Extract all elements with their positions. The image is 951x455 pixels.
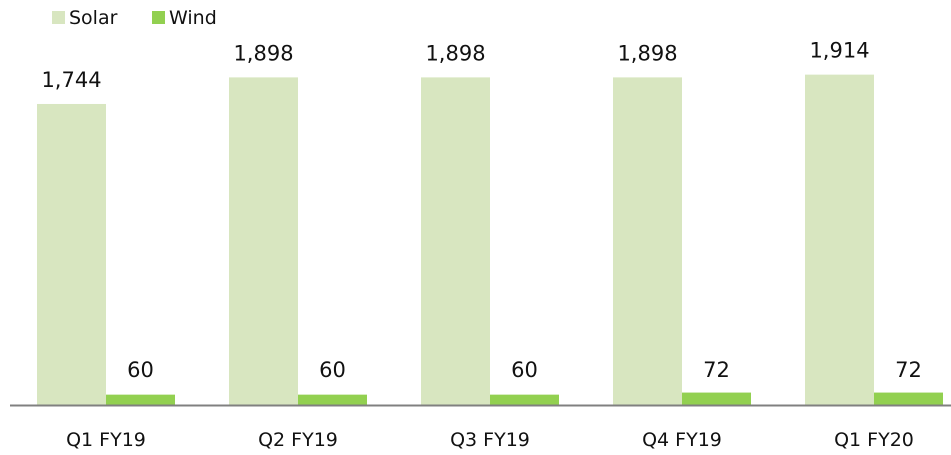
legend: Solar Wind <box>52 7 217 29</box>
legend-swatch-solar <box>52 11 65 24</box>
bar-solar-4 <box>805 74 874 405</box>
data-label-wind-3: 72 <box>703 358 730 382</box>
data-labels: 1,744 60 1,898 60 1,898 60 1,898 72 1,914 72 <box>41 39 921 382</box>
bar-wind-4 <box>874 392 943 405</box>
x-tick-label-1: Q2 FY19 <box>258 429 338 451</box>
x-tick-label-3: Q4 FY19 <box>642 429 722 451</box>
data-label-wind-4: 72 <box>895 358 922 382</box>
x-tick-label-2: Q3 FY19 <box>450 429 530 451</box>
data-label-solar-0: 1,744 <box>41 68 101 92</box>
bar-wind-3 <box>682 392 751 405</box>
bar-solar-3 <box>613 77 682 405</box>
data-label-solar-1: 1,898 <box>233 41 293 65</box>
legend-label-solar: Solar <box>69 7 118 29</box>
data-label-solar-4: 1,914 <box>809 39 869 63</box>
x-axis: Q1 FY19 Q2 FY19 Q3 FY19 Q4 FY19 Q1 FY20 <box>10 404 951 451</box>
data-label-solar-3: 1,898 <box>617 41 677 65</box>
legend-label-wind: Wind <box>169 7 217 29</box>
x-tick-label-4: Q1 FY20 <box>834 429 914 451</box>
legend-item-wind: Wind <box>152 7 217 29</box>
bar-wind-1 <box>298 394 367 405</box>
bar-solar-2 <box>421 77 490 405</box>
x-tick-label-0: Q1 FY19 <box>66 429 146 451</box>
data-label-wind-2: 60 <box>511 358 538 382</box>
legend-swatch-wind <box>152 11 165 24</box>
bars <box>37 74 943 406</box>
legend-item-solar: Solar <box>52 7 118 29</box>
bar-solar-1 <box>229 77 298 405</box>
data-label-wind-0: 60 <box>127 358 154 382</box>
bar-wind-2 <box>490 394 559 405</box>
data-label-wind-1: 60 <box>319 358 346 382</box>
data-label-solar-2: 1,898 <box>425 41 485 65</box>
bar-wind-0 <box>106 394 175 405</box>
bar-solar-0 <box>37 103 106 406</box>
